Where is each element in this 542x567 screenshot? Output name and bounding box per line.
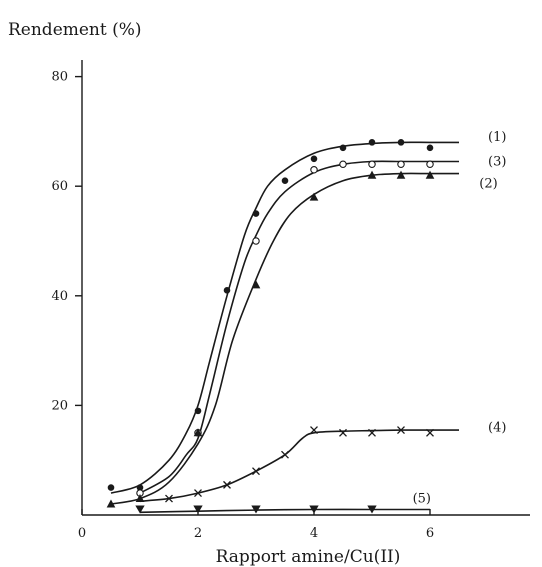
data-point xyxy=(339,144,347,152)
series-markers xyxy=(106,139,435,514)
x-tick-label: 0 xyxy=(78,526,86,541)
data-point xyxy=(397,426,405,435)
y-tick-label: 60 xyxy=(51,179,68,194)
x-ticks: 02468 xyxy=(78,509,542,541)
data-point xyxy=(368,428,376,437)
data-point xyxy=(135,494,145,503)
series-curves xyxy=(110,141,459,514)
data-point xyxy=(252,467,260,476)
data-point xyxy=(281,450,289,459)
data-point xyxy=(107,484,115,491)
data-point xyxy=(252,237,260,245)
x-tick-label: 6 xyxy=(426,526,434,541)
x-tick-label: 4 xyxy=(310,526,318,541)
data-point xyxy=(309,505,319,514)
data-point xyxy=(223,287,231,294)
series-line xyxy=(139,160,459,494)
data-point xyxy=(310,166,318,174)
y-ticks: 20 40 60 80 xyxy=(51,70,82,413)
data-point xyxy=(426,160,434,169)
y-axis-title: Rendement (%) xyxy=(8,20,142,40)
data-point xyxy=(193,505,203,514)
data-point-stroke xyxy=(368,428,376,437)
data-point xyxy=(251,280,261,289)
data-point xyxy=(281,177,289,185)
y-tick-label: 20 xyxy=(51,398,68,413)
series-label: (3) xyxy=(488,155,506,170)
data-point-stroke xyxy=(165,494,173,503)
data-point-stroke xyxy=(339,428,347,437)
series-label: (2) xyxy=(479,176,497,191)
data-point xyxy=(339,428,347,437)
x-axis-title: Rapport amine/Cu(II) xyxy=(216,547,401,567)
y-tick-label: 40 xyxy=(51,289,68,304)
series-label: (5) xyxy=(413,492,431,507)
data-point-stroke xyxy=(252,467,260,476)
data-point xyxy=(425,170,435,179)
data-point-stroke xyxy=(223,480,231,489)
data-point xyxy=(310,155,318,163)
data-point xyxy=(193,428,203,437)
data-point xyxy=(397,139,405,146)
x-tick-label: 2 xyxy=(194,526,202,541)
data-point xyxy=(339,160,347,169)
data-point xyxy=(251,505,261,514)
data-point xyxy=(310,426,318,435)
data-point-stroke xyxy=(281,450,289,459)
data-point xyxy=(223,480,231,489)
axes xyxy=(81,60,530,516)
data-point-stroke xyxy=(426,428,434,437)
data-point xyxy=(106,499,116,508)
data-point xyxy=(194,489,202,498)
data-point xyxy=(367,505,377,514)
series-labels: (1) (3) (2) (4) (5) xyxy=(413,130,507,507)
y-tick-label: 80 xyxy=(51,70,68,85)
data-point xyxy=(252,210,260,217)
data-point-stroke xyxy=(310,426,318,435)
data-point xyxy=(309,192,319,201)
data-point xyxy=(194,407,202,415)
series-line xyxy=(139,508,430,514)
series-line xyxy=(110,172,459,505)
data-point-stroke xyxy=(397,426,405,435)
data-point-stroke xyxy=(194,489,202,498)
series-line xyxy=(139,429,459,503)
data-point xyxy=(135,505,145,514)
data-point xyxy=(396,170,406,179)
data-point xyxy=(368,139,376,146)
data-point xyxy=(397,160,405,169)
data-point xyxy=(165,494,173,503)
series-label: (1) xyxy=(488,130,506,145)
data-point xyxy=(426,144,434,152)
data-point xyxy=(426,428,434,437)
data-point xyxy=(367,170,377,179)
series-line xyxy=(110,141,459,494)
series-label: (4) xyxy=(488,420,506,435)
data-point xyxy=(368,160,376,169)
